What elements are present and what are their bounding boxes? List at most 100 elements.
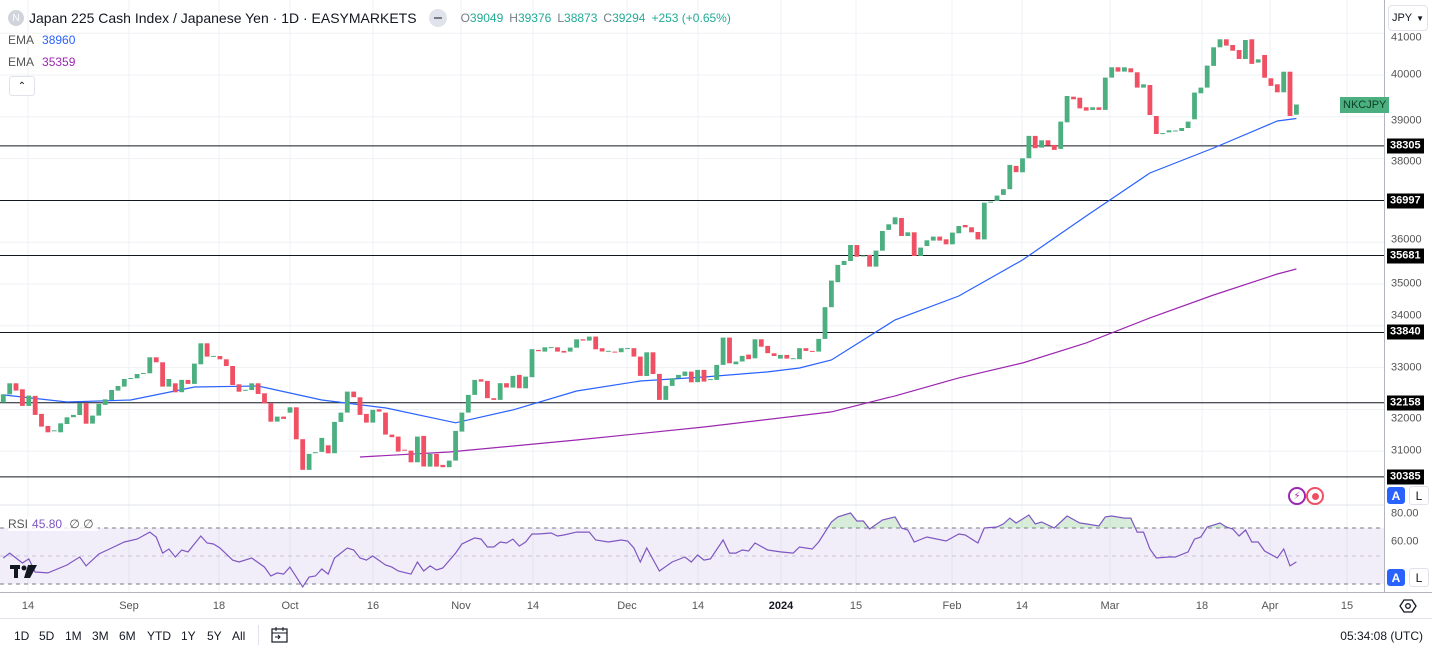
candle (293, 407, 299, 440)
chart-header: N Japan 225 Cash Index / Japanese Yen · … (8, 8, 731, 28)
ema-slow-legend[interactable]: EMA 35359 (8, 55, 75, 69)
symbol-title[interactable]: Japan 225 Cash Index / Japanese Yen · 1D… (29, 10, 417, 26)
range-all[interactable]: All (232, 629, 246, 643)
candle (376, 409, 382, 412)
candle (905, 232, 911, 236)
log-scale-button[interactable]: L (1409, 486, 1429, 505)
candle (306, 453, 312, 470)
range-5d[interactable]: 5D (39, 629, 55, 643)
candle (873, 250, 879, 267)
lightning-icon[interactable]: ⚡︎ (1288, 487, 1306, 505)
level-price-badge: 32158 (1387, 395, 1424, 411)
candle (631, 348, 637, 357)
rsi-auto-scale-button[interactable]: A (1387, 569, 1405, 586)
candle (332, 421, 337, 454)
candle (695, 369, 700, 383)
time-tick-label: Apr (1261, 600, 1279, 612)
range-ytd[interactable]: YTD (147, 629, 171, 643)
candle (1102, 77, 1108, 110)
candle (663, 385, 669, 400)
range-1d[interactable]: 1D (14, 629, 30, 643)
close-label: C (603, 11, 613, 25)
candle (1147, 85, 1153, 115)
collapse-legend-button[interactable]: ⌃ (9, 76, 35, 96)
rsi-label: RSI (8, 517, 29, 531)
candle (249, 383, 255, 390)
candle (981, 202, 987, 240)
candle (809, 350, 815, 352)
candle (918, 247, 923, 256)
candle (943, 239, 949, 245)
candle (281, 416, 286, 419)
range-3m[interactable]: 3M (92, 629, 109, 643)
candle (415, 436, 420, 463)
candle (567, 347, 573, 352)
candle (880, 231, 885, 251)
rsi-legend[interactable]: RSI 45.80 ∅ ∅ (8, 517, 98, 531)
time-tick-label: 2024 (768, 600, 794, 612)
time-axis[interactable]: 14 Sep 18 Oct 16 Nov 14 Dec 14 2024 15 Feb 14 Mar 18 Ap… (0, 592, 1432, 619)
candle (185, 379, 191, 384)
range-1y[interactable]: 1Y (181, 629, 196, 643)
time-tick-label: Nov (451, 600, 471, 612)
minus-icon[interactable] (428, 9, 447, 27)
candle (586, 336, 592, 341)
candle (727, 337, 732, 364)
candle (1192, 92, 1197, 120)
candle (854, 245, 860, 257)
candle (1134, 72, 1140, 88)
ema-fast-legend[interactable]: EMA 38960 (8, 33, 75, 47)
candle (606, 350, 611, 352)
candle (650, 352, 656, 374)
tradingview-logo-icon[interactable] (10, 563, 40, 579)
time-tick-label: Feb (942, 600, 962, 612)
price-tick-label: 34000 (1391, 309, 1422, 322)
auto-scale-button[interactable]: A (1387, 487, 1405, 504)
record-icon[interactable] (1306, 487, 1324, 505)
rsi-log-scale-button[interactable]: L (1409, 568, 1429, 587)
candle (141, 373, 146, 374)
price-tick-label: 38000 (1391, 155, 1422, 168)
level-price-badge: 36997 (1387, 193, 1424, 209)
candle (147, 357, 153, 374)
candle (1020, 158, 1025, 173)
time-tick-label: 14 (691, 600, 705, 612)
candle (950, 232, 955, 245)
level-price-badge: 35681 (1387, 248, 1424, 264)
candle (542, 347, 548, 352)
settings-icon[interactable] (1399, 598, 1417, 614)
candle (867, 254, 872, 267)
candle (204, 343, 210, 357)
time-tick-label: 15 (849, 600, 863, 612)
candle (370, 409, 376, 423)
candle (39, 413, 44, 427)
ema-slow-label: EMA (8, 55, 35, 69)
candle (274, 416, 280, 422)
candle (784, 354, 790, 359)
range-1m[interactable]: 1M (65, 629, 82, 643)
candle (1204, 65, 1210, 88)
level-price-badge: 30385 (1387, 469, 1424, 485)
candle (109, 390, 114, 400)
clock-utc[interactable]: 05:34:08 (UTC) (1340, 629, 1423, 643)
go-to-date-calendar-icon[interactable] (270, 626, 290, 644)
candle (121, 379, 127, 387)
candle (383, 412, 388, 435)
candle (816, 338, 822, 352)
range-6m[interactable]: 6M (119, 629, 136, 643)
candle (1141, 84, 1146, 88)
time-tick-label: Sep (119, 600, 139, 612)
close-value: 39294 (612, 11, 646, 25)
candle (1166, 130, 1172, 133)
price-chart[interactable] (0, 0, 1384, 592)
range-5y[interactable]: 5Y (207, 629, 222, 643)
time-tick-label: Mar (1100, 600, 1120, 612)
level-price-badge: 38305 (1387, 138, 1424, 154)
horizontal-levels (0, 145, 1384, 478)
candle (453, 430, 458, 461)
currency-dropdown[interactable]: JPY ▼ (1388, 5, 1428, 31)
change-value: +253 (+0.65%) (651, 11, 731, 25)
candle (0, 394, 6, 403)
price-axis[interactable]: 41000 40000 39000 38000 36000 35000 34000 33000… (1384, 0, 1432, 592)
candle (1211, 47, 1216, 66)
